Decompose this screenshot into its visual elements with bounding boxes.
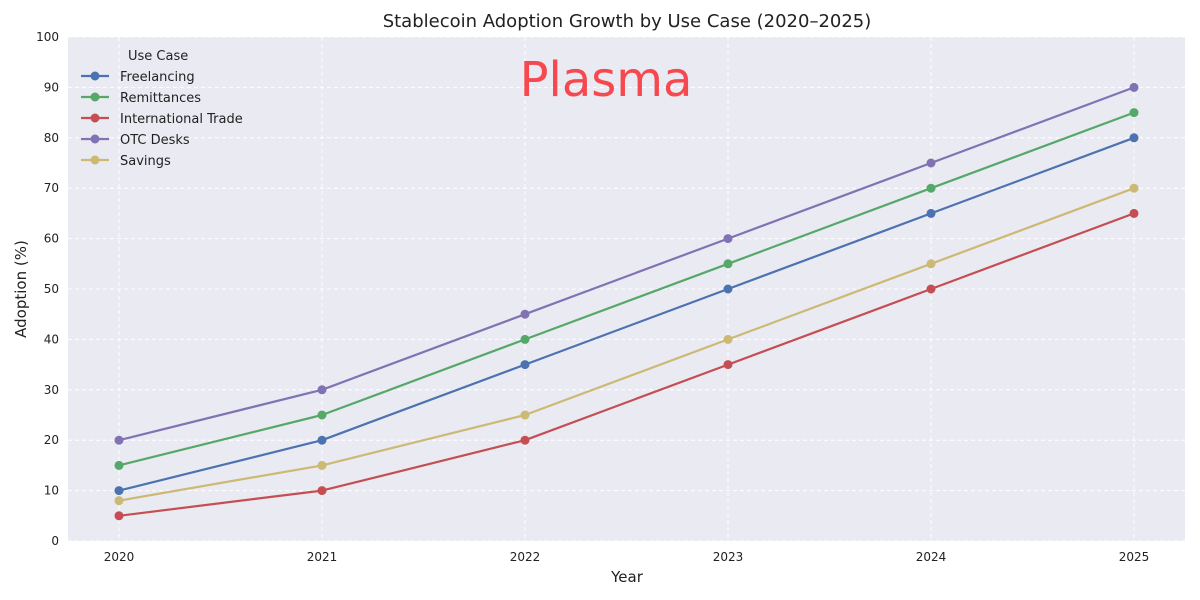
data-point-otc-desks [114, 435, 124, 445]
x-tick-label: 2025 [1119, 550, 1150, 564]
data-point-freelancing [1129, 133, 1139, 143]
series-line-freelancing [118, 136, 1135, 492]
data-point-otc-desks [1129, 82, 1139, 92]
series-freelancing [114, 133, 1139, 496]
data-point-remittances [317, 410, 327, 420]
data-point-otc-desks [520, 309, 530, 319]
legend-label: Remittances [120, 91, 201, 106]
chart-title: Stablecoin Adoption Growth by Use Case (… [383, 11, 872, 32]
series-remittances [114, 108, 1139, 470]
x-axis-title: Year [610, 568, 644, 586]
data-point-savings [114, 496, 124, 506]
data-point-savings [926, 259, 936, 269]
legend-item-otc-desks: OTC Desks [81, 133, 190, 148]
data-point-remittances [723, 259, 733, 269]
y-tick-label: 70 [44, 181, 59, 195]
series-line-otc-desks [118, 86, 1135, 442]
legend-marker [90, 113, 100, 123]
y-tick-label: 50 [44, 282, 59, 296]
data-point-international-trade [926, 284, 936, 294]
data-point-remittances [114, 460, 124, 470]
data-point-remittances [1129, 108, 1139, 118]
legend-item-freelancing: Freelancing [81, 70, 195, 85]
legend-label: International Trade [120, 112, 243, 127]
x-tick-label: 2024 [916, 550, 947, 564]
series-otc-desks [114, 82, 1139, 445]
data-point-savings [1129, 183, 1139, 193]
y-axis-title: Adoption (%) [12, 240, 30, 338]
data-point-remittances [520, 334, 530, 344]
y-tick-label: 20 [44, 433, 59, 447]
legend-item-international-trade: International Trade [81, 112, 243, 127]
legend-marker [90, 92, 100, 102]
data-point-otc-desks [317, 385, 327, 395]
legend-marker [90, 134, 100, 144]
data-point-international-trade [317, 486, 327, 496]
y-tick-label: 30 [44, 383, 59, 397]
data-point-freelancing [520, 360, 530, 370]
x-tick-label: 2021 [307, 550, 338, 564]
y-tick-label: 0 [51, 534, 59, 548]
series-international-trade [114, 208, 1139, 521]
series-line-international-trade [118, 212, 1135, 517]
data-point-otc-desks [926, 158, 936, 168]
series-line-remittances [118, 111, 1135, 467]
data-point-otc-desks [723, 234, 733, 244]
data-point-freelancing [317, 435, 327, 445]
x-tick-label: 2020 [104, 550, 135, 564]
data-point-international-trade [723, 360, 733, 370]
series-line-savings [118, 187, 1135, 502]
legend-marker [90, 71, 100, 81]
series-lines [114, 82, 1139, 521]
legend-item-remittances: Remittances [81, 91, 201, 106]
legend-label: Savings [120, 154, 171, 169]
series-savings [114, 183, 1139, 506]
y-tick-label: 40 [44, 332, 59, 346]
x-tick-label: 2022 [510, 550, 541, 564]
plasma-watermark: Plasma [520, 52, 693, 108]
data-point-freelancing [926, 208, 936, 218]
legend: Use Case Freelancing Remittances Internatio… [81, 49, 243, 169]
x-tick-label: 2023 [713, 550, 744, 564]
data-point-international-trade [520, 435, 530, 445]
y-tick-label: 10 [44, 484, 59, 498]
data-point-savings [317, 460, 327, 470]
legend-title: Use Case [128, 49, 188, 64]
y-tick-label: 100 [36, 30, 59, 44]
data-point-savings [520, 410, 530, 420]
data-point-international-trade [114, 511, 124, 521]
legend-label: Freelancing [120, 70, 195, 85]
data-point-freelancing [114, 486, 124, 496]
legend-item-savings: Savings [81, 154, 171, 169]
legend-marker [90, 155, 100, 165]
y-tick-label: 80 [44, 131, 59, 145]
axes: 0 10 20 30 40 50 60 70 80 90 100 2020 2021 2022 2023 20… [36, 30, 1149, 564]
data-point-freelancing [723, 284, 733, 294]
legend-label: OTC Desks [120, 133, 190, 148]
y-tick-label: 60 [44, 232, 59, 246]
data-point-remittances [926, 183, 936, 193]
data-point-savings [723, 334, 733, 344]
y-tick-label: 90 [44, 80, 59, 94]
data-point-international-trade [1129, 208, 1139, 218]
